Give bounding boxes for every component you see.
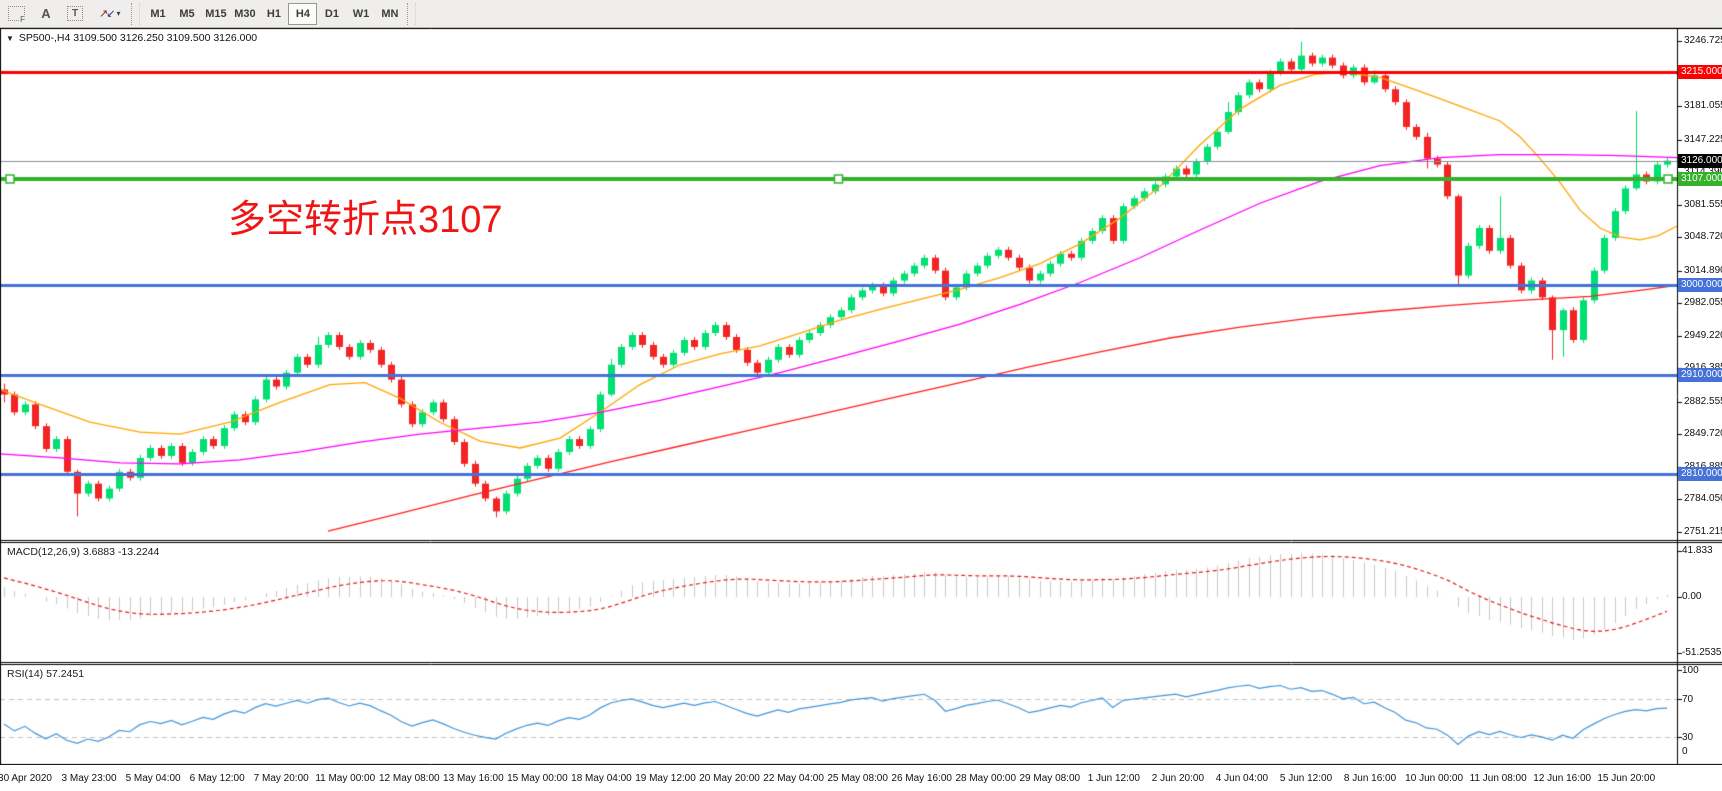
time-tick-label: 15 Jun 20:00 [1597,773,1656,784]
toolbar: F A T ↗↙ ▾ M1 M5 M15 M30 H1 H4 D1 W1 MN [0,0,1722,28]
tab-timeframe-M1[interactable]: M1 [150,7,166,20]
time-tick-label: 30 Apr 2020 [0,773,52,784]
price-tick-label: 3014.890 [1684,264,1722,276]
time-tick-label: 2 Jun 20:00 [1151,773,1205,784]
arrows-tool-button[interactable]: ↗↙ ▾ [92,4,127,24]
tab-timeframe-MN[interactable]: MN [381,7,399,20]
chart-annotation-text[interactable]: 多空转折点3107 [228,199,503,241]
time-tick-label: 12 Jun 16:00 [1533,773,1592,784]
symbol-ohlc-text: SP500-,H4 3109.500 3126.250 3109.500 312… [18,32,258,44]
tab-timeframe-W1[interactable]: W1 [352,7,370,20]
macd-tick-label: 41.833 [1682,544,1713,556]
price-tick-label: 3048.720 [1684,231,1722,243]
rsi-tick-label: 30 [1682,731,1694,743]
time-tick-label: 25 May 08:00 [827,773,888,784]
rsi-label: RSI(14) 57.2451 [7,668,85,680]
macd-tick-label: 0.00 [1682,591,1702,602]
time-tick-label: 4 Jun 04:00 [1215,773,1269,784]
time-tick-label: 15 May 00:00 [507,773,568,784]
price-tick-label: 3114.390 [1684,166,1722,177]
price-badge: 3000.000 [1678,278,1722,293]
time-tick-label: 7 May 20:00 [253,773,309,784]
rsi-tick-label: 0 [1682,746,1688,757]
text-box-tool-button[interactable]: T [60,4,90,24]
text-box-icon: T [67,6,83,21]
time-tick-label: 5 May 04:00 [125,773,181,784]
price-tick-label: 3081.555 [1684,198,1722,210]
tab-timeframe-H4[interactable]: H4 [288,2,318,25]
price-tick-label: 2751.215 [1684,526,1722,537]
time-tick-label: 12 May 08:00 [378,773,440,784]
price-tick-label: 2882.555 [1684,395,1722,407]
price-badge: 3126.000 [1678,153,1722,168]
macd-label: MACD(12,26,9) 3.6883 -13.2244 [7,546,160,558]
price-tick-label: 2982.055 [1684,297,1722,309]
tab-timeframe-M5[interactable]: M5 [179,7,195,20]
time-tick-label: 29 May 08:00 [1019,773,1081,784]
rsi-tick-label: 70 [1682,693,1694,705]
time-tick-label: 11 Jun 08:00 [1469,773,1527,784]
grid-f-tool-button[interactable]: F [1,4,32,24]
text-label-icon: A [41,6,51,21]
tab-timeframe-M15[interactable]: M15 [205,7,227,20]
time-tick-label: 26 May 16:00 [891,773,952,784]
chart-header: ▼ SP500-,H4 3109.500 3126.250 3109.500 3… [6,32,257,44]
price-tick-label: 2849.720 [1684,428,1722,440]
time-tick-label: 19 May 12:00 [635,773,696,784]
chevron-down-icon: ▾ [116,9,121,18]
time-tick-label: 5 Jun 12:00 [1279,773,1333,784]
time-tick-label: 11 May 00:00 [315,773,376,784]
toolbar-separator [131,2,141,25]
time-tick-label: 18 May 04:00 [571,773,632,784]
price-tick-label: 2949.220 [1684,329,1722,341]
time-tick-label: 3 May 23:00 [61,773,117,784]
symbol-dropdown-icon[interactable]: ▼ [6,33,14,43]
chart-window: ▼ SP500-,H4 3109.500 3126.250 3109.500 3… [0,28,1722,791]
time-tick-label: 28 May 00:00 [955,773,1017,784]
arrows-icon: ↗↙ [99,8,116,20]
price-tick-label: 3147.225 [1684,133,1722,145]
time-tick-label: 22 May 04:00 [763,773,824,784]
tab-timeframe-D1[interactable]: D1 [324,7,339,20]
timeframe-group: M1 M5 M15 M30 H1 H4 D1 W1 MN [143,2,404,25]
rsi-tick-label: 100 [1682,665,1699,676]
price-tick-label: 2816.885 [1684,461,1722,472]
price-badge: 2910.000 [1678,367,1722,382]
macd-tick-label: -51.2535 [1682,647,1722,659]
time-tick-label: 20 May 20:00 [699,773,760,784]
tab-timeframe-M30[interactable]: M30 [234,7,256,20]
text-label-tool-button[interactable]: A [34,4,58,24]
time-tick-label: 8 Jun 16:00 [1343,773,1397,784]
tab-timeframe-H1[interactable]: H1 [266,7,281,20]
time-tick-label: 13 May 16:00 [443,773,504,784]
price-badge: 3215.000 [1678,65,1722,80]
time-tick-label: 6 May 12:00 [189,773,245,784]
price-tick-label: 3246.725 [1684,35,1722,46]
time-tick-label: 1 Jun 12:00 [1087,773,1140,784]
price-badge: 3107.000 [1678,172,1722,187]
price-badge: 2810.000 [1678,466,1722,481]
time-tick-label: 10 Jun 00:00 [1405,773,1464,784]
price-tick-label: 3181.055 [1684,100,1722,112]
price-tick-label: 2784.050 [1684,493,1722,505]
toolbar-separator [407,2,417,25]
grid-f-icon: F [8,6,25,24]
chart-canvas[interactable] [0,28,1722,765]
